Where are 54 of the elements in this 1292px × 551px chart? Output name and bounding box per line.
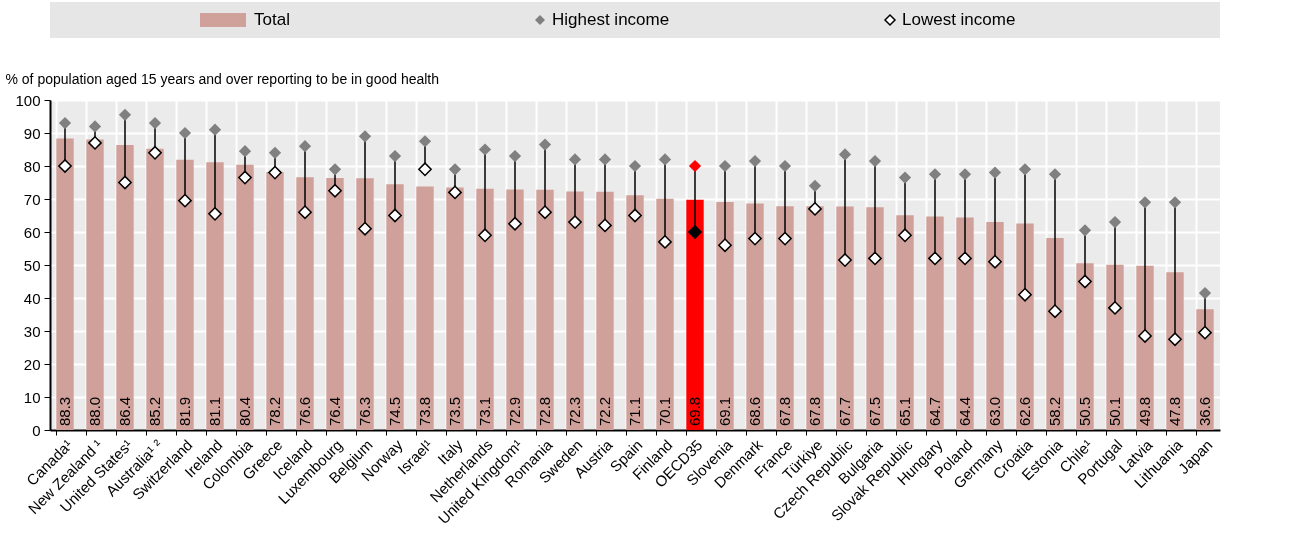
data-label: 76.4 xyxy=(326,396,343,426)
data-label: 70.1 xyxy=(656,396,673,426)
data-label: 72.9 xyxy=(506,396,523,426)
data-label: 62.6 xyxy=(1016,396,1033,426)
y-tick-label: 0 xyxy=(32,421,41,439)
y-tick-label: 10 xyxy=(23,388,41,406)
data-label: 65.1 xyxy=(896,396,913,426)
data-label: 36.6 xyxy=(1196,396,1213,426)
data-label: 72.3 xyxy=(566,396,583,426)
data-label: 73.5 xyxy=(446,396,463,426)
data-label: 68.6 xyxy=(746,396,763,426)
data-label: 67.5 xyxy=(866,396,883,426)
data-label: 81.1 xyxy=(206,396,223,426)
y-tick-label: 80 xyxy=(23,157,41,175)
data-label: 76.6 xyxy=(296,396,313,426)
y-tick-label: 40 xyxy=(23,289,41,307)
y-tick-label: 90 xyxy=(23,124,41,142)
y-tick-label: 30 xyxy=(23,322,41,340)
y-tick-label: 50 xyxy=(23,256,41,274)
data-label: 86.4 xyxy=(116,396,133,426)
data-label: 67.7 xyxy=(836,396,853,426)
y-tick-label: 60 xyxy=(23,223,41,241)
legend-label: Lowest income xyxy=(902,10,1016,29)
y-tick-label: 70 xyxy=(23,190,41,208)
data-label: 67.8 xyxy=(776,396,793,426)
data-label: 71.1 xyxy=(626,396,643,426)
data-label: 76.3 xyxy=(356,396,373,426)
data-label: 64.4 xyxy=(956,396,973,426)
data-label: 69.8 xyxy=(686,396,703,426)
data-label: 72.8 xyxy=(536,396,553,426)
data-label: 81.9 xyxy=(176,396,193,426)
data-label: 50.5 xyxy=(1076,396,1093,426)
data-label: 85.2 xyxy=(146,396,163,426)
y-tick-label: 100 xyxy=(15,91,41,109)
data-label: 74.5 xyxy=(386,396,403,426)
legend-label: Highest income xyxy=(552,10,670,29)
data-label: 78.2 xyxy=(266,396,283,426)
data-label: 73.8 xyxy=(416,396,433,426)
legend-label: Total xyxy=(254,10,290,29)
data-label: 47.8 xyxy=(1166,396,1183,426)
data-label: 64.7 xyxy=(926,396,943,426)
data-label: 80.4 xyxy=(236,396,253,426)
y-axis-title: % of population aged 15 years and over reporting to be in good health xyxy=(5,70,440,87)
data-label: 50.1 xyxy=(1106,396,1123,426)
y-tick-label: 20 xyxy=(23,355,41,373)
data-label: 88.0 xyxy=(86,396,103,426)
data-label: 58.2 xyxy=(1046,396,1063,426)
data-label: 49.8 xyxy=(1136,396,1153,426)
data-label: 67.8 xyxy=(806,396,823,426)
data-label: 73.1 xyxy=(476,396,493,426)
data-label: 88.3 xyxy=(56,396,73,426)
data-label: 72.2 xyxy=(596,396,613,426)
data-label: 69.1 xyxy=(716,396,733,426)
data-label: 63.0 xyxy=(986,396,1003,426)
